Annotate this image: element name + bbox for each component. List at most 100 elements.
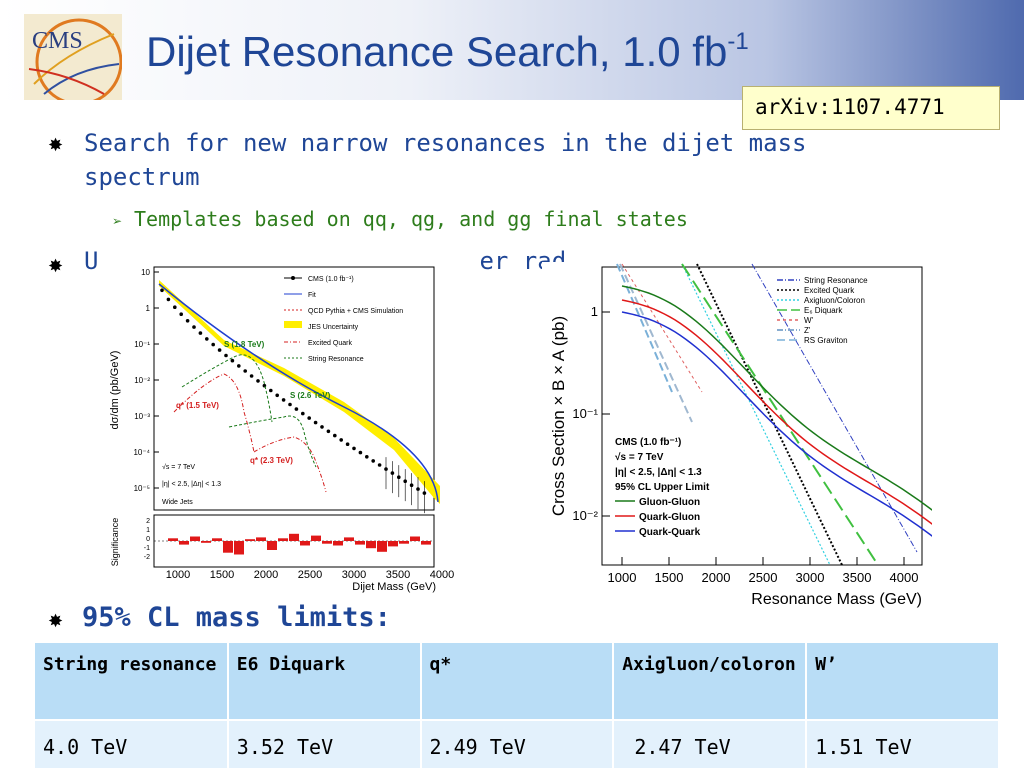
legend-entry: Z' (804, 326, 811, 335)
significance-bar (256, 537, 266, 541)
value-wprime: 1.51 TeV (806, 719, 1000, 768)
legend-entry: CMS (1.0 fb⁻¹) (308, 276, 354, 283)
left-ylabel: dσ/dm (pb/GeV) (109, 351, 121, 430)
data-point (345, 442, 350, 446)
significance-bar (212, 538, 222, 541)
right-ylabel: Cross Section × B × A (pb) (549, 316, 568, 516)
legend-entry: Gluon-Gluon (639, 497, 700, 508)
data-point (281, 398, 286, 402)
label-q15: q* (1.5 TeV) (176, 401, 219, 410)
right-xtick-label: 2500 (749, 570, 778, 585)
data-point (160, 288, 164, 293)
significance-bar (223, 541, 233, 553)
mass-limits-table: String resonance E6 Diquark q* Axigluon/… (35, 643, 1000, 768)
legend-entry: Excited Quark (308, 340, 352, 347)
slide-title-text: Dijet Resonance Search, 1.0 fb (146, 28, 728, 75)
value-qstar: 2.49 TeV (420, 719, 615, 768)
left-ytick-label: 10 (141, 268, 150, 277)
left-xtick-label: 4000 (430, 569, 454, 581)
significance-bar (201, 541, 211, 543)
sig-tick-label: -2 (144, 554, 150, 561)
label-s26: S (2.6 TeV) (290, 391, 331, 400)
sig-tick-label: 1 (146, 527, 150, 534)
data-point (326, 429, 331, 434)
left-ytick-label: 10⁻⁴ (133, 448, 150, 457)
cms-logo: CMS (24, 14, 122, 100)
data-point (173, 305, 177, 309)
limit-curve (621, 299, 932, 525)
legend-entry: JES Uncertainty (308, 324, 359, 331)
bullet-2-start: U (84, 247, 99, 275)
right-xtick-label: 1500 (655, 570, 684, 585)
string-resonance-line (751, 263, 918, 553)
data-point (275, 393, 279, 398)
left-ytick-label: 10⁻¹ (134, 340, 150, 349)
data-point (198, 331, 203, 335)
legend-entry: QCD Pythia + CMS Simulation (308, 308, 403, 315)
string-resonance-1-8-curve (181, 354, 273, 423)
left-ytick-label: 10⁻⁵ (134, 484, 150, 493)
value-e6: 3.52 TeV (227, 719, 422, 768)
info-text: √s = 7 TeV (615, 452, 664, 463)
excited-quark-1-5-curve (173, 373, 255, 453)
right-xtick-label: 2000 (702, 570, 731, 585)
significance-bar (322, 541, 332, 544)
data-point (205, 337, 209, 341)
right-xtick-label: 4000 (890, 570, 919, 585)
left-ytick-label: 10⁻² (134, 376, 150, 385)
significance-bar (355, 541, 365, 545)
string-resonance-2-6-curve (228, 415, 317, 468)
data-point (333, 433, 337, 438)
fit-curve (158, 283, 439, 503)
data-point (377, 463, 382, 467)
cross-section-limit-plot: Cross Section × B × A (pb) Resonance Mas… (542, 262, 932, 610)
significance-bar (267, 541, 277, 550)
main-frame (153, 266, 435, 511)
data-point (237, 364, 241, 368)
significance-bar (190, 536, 200, 541)
bullet-star-icon: ✸ (48, 256, 64, 277)
label-eta-cut: |η| < 2.5, |Δη| < 1.3 (162, 481, 221, 488)
significance-bar (410, 536, 420, 541)
limit-curve (621, 311, 932, 537)
significance-bar (344, 537, 354, 541)
arxiv-reference: arXiv:1107.4771 (742, 86, 1000, 130)
title-superscript: -1 (727, 28, 749, 55)
header-string: String resonance (35, 643, 229, 720)
bullet-star-icon: ✸ (48, 611, 64, 632)
significance-bar (289, 533, 299, 541)
legend-marker (291, 276, 295, 280)
data-point (166, 297, 171, 302)
legend-entry: W' (804, 316, 814, 325)
significance-bar (168, 538, 178, 541)
sub-bullet-arrow-icon: ➢ (112, 214, 123, 228)
legend-entry: E₆ Diquark (804, 306, 843, 315)
data-point (320, 425, 324, 429)
limit-curve (621, 285, 932, 511)
table-row: 4.0 TeV 3.52 TeV 2.49 TeV 2.47 TeV 1.51 … (35, 719, 1000, 768)
data-point (307, 416, 311, 420)
label-sqrt-s: √s = 7 TeV (162, 463, 195, 471)
data-point (294, 407, 299, 411)
legend-entry: String Resonance (804, 276, 868, 285)
left-ytick-label: 1 (146, 304, 151, 313)
legend-entry: RS Graviton (804, 336, 848, 345)
left-xtick-label: 2000 (254, 569, 278, 581)
limits-heading: 95% CL mass limits: (82, 602, 391, 633)
data-point (185, 319, 190, 323)
header-wprime: W’ (806, 643, 1000, 720)
data-point (371, 459, 376, 463)
data-point (301, 411, 305, 416)
header-axigluon: Axigluon/coloron (613, 643, 808, 720)
sub-bullet-templates: Templates based on qq, qg, and gg final … (134, 207, 688, 231)
left-xtick-label: 2500 (298, 569, 322, 581)
significance-bar (278, 538, 288, 541)
data-point (217, 348, 222, 352)
sig-tick-label: -1 (144, 545, 150, 552)
bullet-search-text: Search for new narrow resonances in the … (84, 129, 807, 191)
left-xtick-label: 1500 (210, 569, 234, 581)
significance-bar (366, 541, 376, 549)
excited-quark-2-3-curve (253, 436, 327, 493)
sig-tick-label: 2 (146, 518, 150, 525)
label-wide-jets: Wide Jets (162, 499, 193, 506)
